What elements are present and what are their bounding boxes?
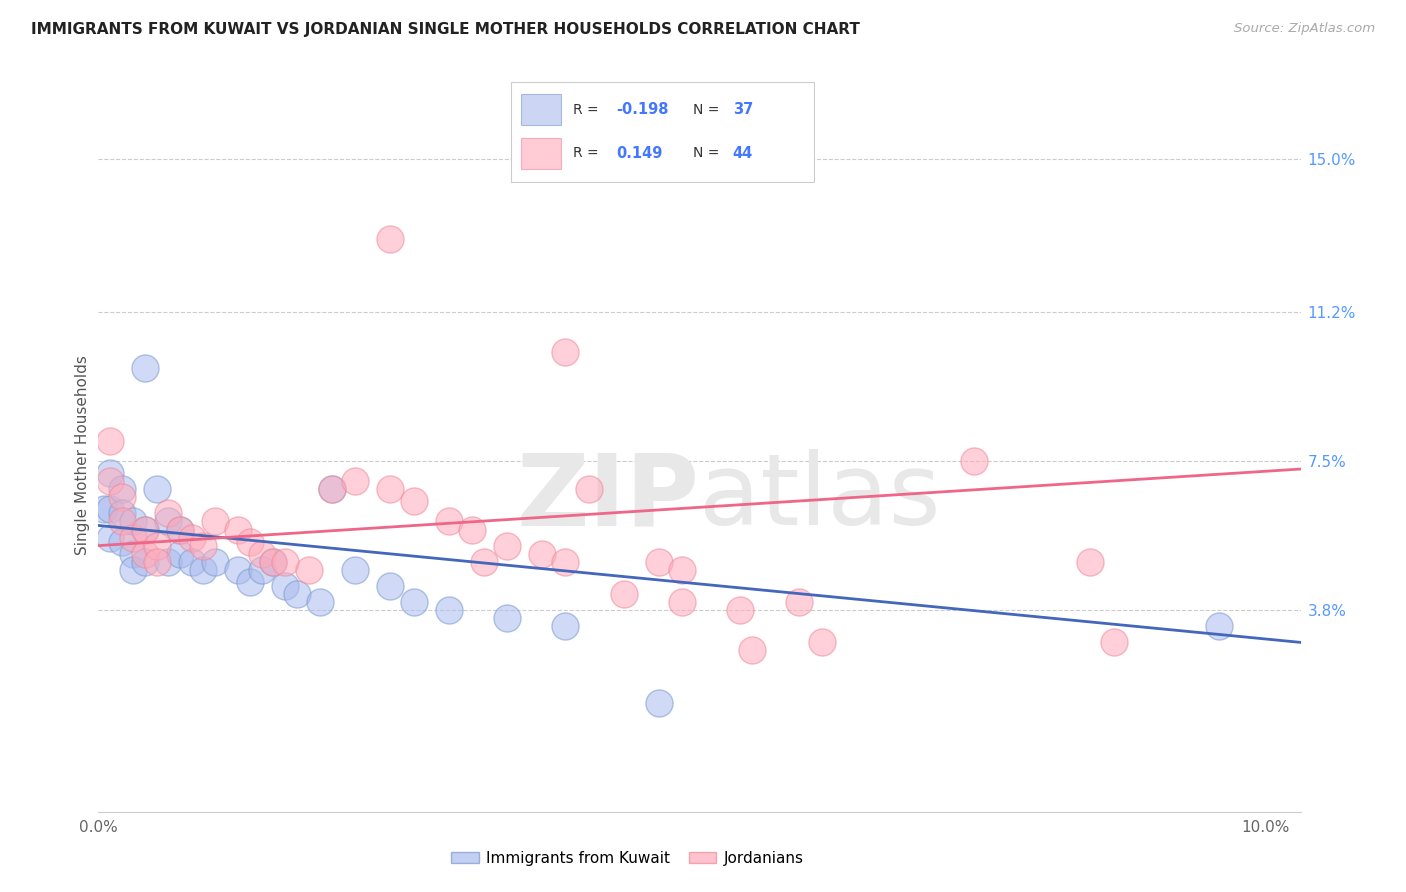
Point: [193, 563, 215, 577]
Legend: Immigrants from Kuwait, Jordanians: Immigrants from Kuwait, Jordanians: [444, 845, 810, 871]
Text: 0.149: 0.149: [616, 146, 662, 161]
Point: [344, 563, 367, 577]
Point: [380, 232, 402, 246]
Point: [402, 494, 425, 508]
Point: [146, 539, 169, 553]
FancyBboxPatch shape: [522, 95, 561, 125]
Point: [193, 539, 215, 553]
Point: [111, 534, 134, 549]
Text: atlas: atlas: [700, 450, 941, 546]
Point: [274, 579, 297, 593]
Point: [169, 523, 191, 537]
Point: [228, 563, 250, 577]
Point: [134, 523, 156, 537]
Point: [963, 454, 986, 468]
Point: [250, 547, 273, 561]
Text: R =: R =: [574, 146, 607, 161]
Point: [321, 482, 343, 496]
FancyBboxPatch shape: [522, 138, 561, 169]
Point: [228, 523, 250, 537]
Point: [321, 482, 343, 496]
Point: [122, 563, 145, 577]
Point: [122, 531, 145, 545]
Point: [578, 482, 600, 496]
Text: 37: 37: [733, 103, 754, 117]
Point: [111, 482, 134, 496]
Point: [169, 547, 191, 561]
Point: [530, 547, 553, 561]
Point: [437, 515, 460, 529]
Point: [671, 595, 693, 609]
Point: [402, 595, 425, 609]
Point: [647, 555, 669, 569]
Point: [111, 507, 134, 521]
Point: [285, 587, 308, 601]
Point: [134, 361, 156, 376]
Point: [98, 466, 121, 480]
Point: [1102, 635, 1125, 649]
Point: [111, 490, 134, 504]
Point: [169, 523, 191, 537]
Text: 44: 44: [733, 146, 754, 161]
Text: -0.198: -0.198: [616, 103, 669, 117]
Point: [554, 345, 576, 359]
Point: [811, 635, 834, 649]
Point: [297, 563, 319, 577]
Point: [180, 555, 202, 569]
Point: [98, 434, 121, 448]
FancyBboxPatch shape: [510, 81, 814, 182]
Text: N =: N =: [693, 103, 724, 117]
Point: [741, 643, 763, 657]
Point: [122, 547, 145, 561]
Point: [1208, 619, 1230, 633]
Point: [93, 502, 115, 516]
Point: [787, 595, 810, 609]
Text: N =: N =: [693, 146, 724, 161]
Point: [204, 555, 226, 569]
Point: [111, 515, 134, 529]
Point: [122, 515, 145, 529]
Point: [461, 523, 484, 537]
Point: [554, 619, 576, 633]
Point: [134, 547, 156, 561]
Point: [239, 534, 262, 549]
Point: [613, 587, 636, 601]
Y-axis label: Single Mother Households: Single Mother Households: [75, 355, 90, 555]
Text: IMMIGRANTS FROM KUWAIT VS JORDANIAN SINGLE MOTHER HOUSEHOLDS CORRELATION CHART: IMMIGRANTS FROM KUWAIT VS JORDANIAN SING…: [31, 22, 860, 37]
Point: [496, 539, 519, 553]
Point: [274, 555, 297, 569]
Point: [263, 555, 285, 569]
Point: [157, 515, 180, 529]
Point: [250, 563, 273, 577]
Point: [380, 482, 402, 496]
Point: [344, 474, 367, 488]
Point: [98, 474, 121, 488]
Point: [134, 523, 156, 537]
Point: [98, 502, 121, 516]
Point: [1080, 555, 1102, 569]
Point: [263, 555, 285, 569]
Point: [157, 507, 180, 521]
Text: ZIP: ZIP: [516, 450, 700, 546]
Point: [380, 579, 402, 593]
Point: [157, 555, 180, 569]
Point: [98, 531, 121, 545]
Point: [730, 603, 752, 617]
Point: [239, 574, 262, 589]
Point: [204, 515, 226, 529]
Point: [496, 611, 519, 625]
Point: [309, 595, 332, 609]
Point: [437, 603, 460, 617]
Point: [554, 555, 576, 569]
Point: [647, 696, 669, 710]
Point: [671, 563, 693, 577]
Point: [146, 482, 169, 496]
Point: [472, 555, 495, 569]
Point: [146, 555, 169, 569]
Text: Source: ZipAtlas.com: Source: ZipAtlas.com: [1234, 22, 1375, 36]
Point: [134, 555, 156, 569]
Point: [180, 531, 202, 545]
Text: R =: R =: [574, 103, 603, 117]
